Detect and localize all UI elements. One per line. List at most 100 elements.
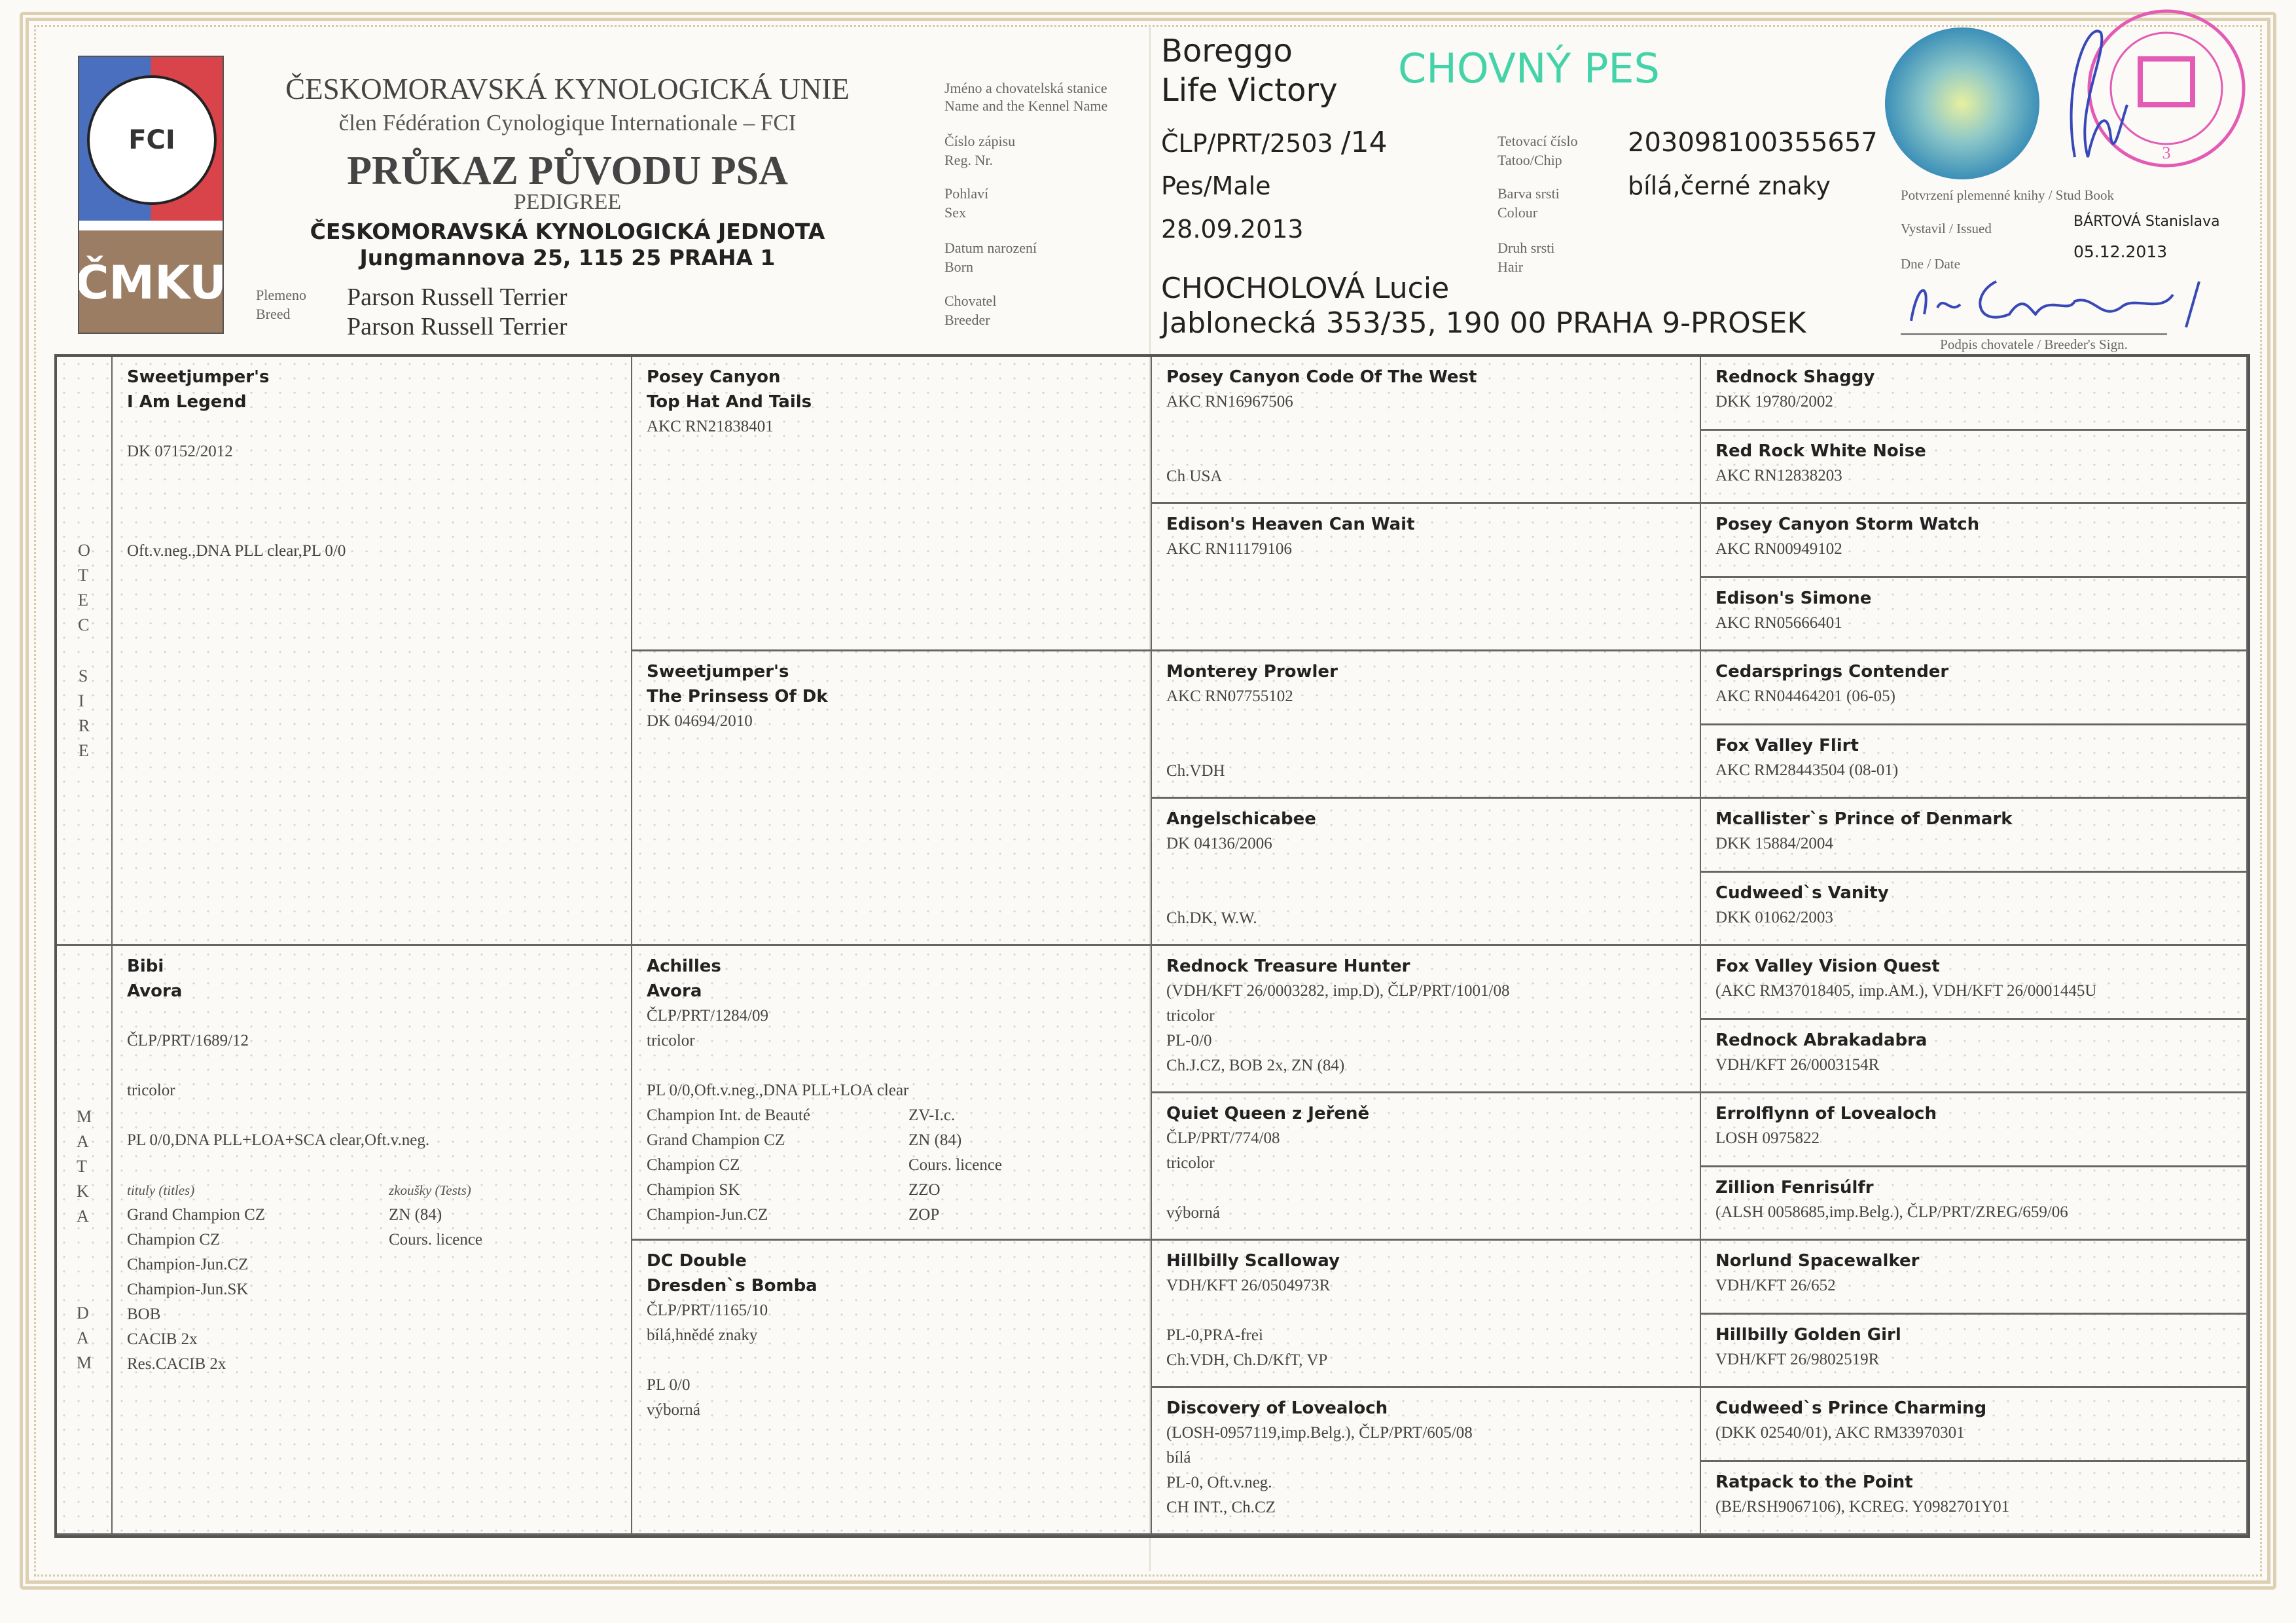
ancestor-detail: PL 0/0,Oft.v.neg.,DNA PLL+LOA clear xyxy=(647,1082,909,1099)
ancestor-detail: PL-0/0 xyxy=(1166,1032,1212,1049)
colour-value: bílá,černé znaky xyxy=(1628,172,1831,200)
ancestor-name: Edison's Heaven Can Wait xyxy=(1166,515,1415,534)
chip-label-en: Tatoo/Chip xyxy=(1498,152,1562,168)
ancestor-detail: Ch.VDH, Ch.D/KfT, VP xyxy=(1166,1351,1328,1369)
pedigree-cell-gen2: DC Double Dresden`s Bomba ČLP/PRT/1165/10 b… xyxy=(632,1241,1152,1535)
born-value: 28.09.2013 xyxy=(1161,215,1304,244)
ancestor-detail: ČLP/PRT/774/08 xyxy=(1166,1129,1280,1147)
ancestor-detail: Ch.VDH xyxy=(1166,762,1225,780)
ancestor-detail: AKC RN16967506 xyxy=(1166,393,1293,410)
titles-tests-header: tituly (titles) zkoušky (Tests) xyxy=(127,1178,617,1203)
breed-en: Parson Russell Terrier xyxy=(347,313,567,340)
ancestor-name: Top Hat And Tails xyxy=(647,392,812,412)
title: tituly (titles) xyxy=(127,1182,195,1198)
ancestor-detail xyxy=(647,1053,1136,1078)
test: ZN (84) xyxy=(389,1206,442,1224)
ancestor-name: Discovery of Lovealoch xyxy=(1166,1398,1388,1418)
ancestor-detail: DK 04694/2010 xyxy=(647,712,753,730)
ancestor-name: Edison's Simone xyxy=(1715,588,1872,608)
pedigree-cell-gen2: Sweetjumper's The Prinsess Of Dk DK 04694/… xyxy=(632,651,1152,946)
ancestor-detail: ČLP/PRT/1689/12 xyxy=(127,1032,249,1049)
ancestor-name: Posey Canyon Storm Watch xyxy=(1715,515,1980,534)
ancestor-name: Posey Canyon Code Of The West xyxy=(1166,367,1477,387)
pedigree-cell-gen4: Red Rock White Noise AKC RN12838203 xyxy=(1701,430,2248,504)
ancestor-name: Fox Valley Flirt xyxy=(1715,735,1859,756)
ancestor-detail: (LOSH-0957119,imp.Belg.), ČLP/PRT/605/08 xyxy=(1166,1424,1473,1442)
ancestor-name: Sweetjumper's xyxy=(647,662,789,682)
ancestor-name: Achilles xyxy=(647,957,721,976)
test: ZOP xyxy=(908,1206,940,1224)
dog-name-line1: Boreggo xyxy=(1161,33,1293,69)
signature-line xyxy=(1901,333,2167,335)
ancestor-name: Errolflynn of Lovealoch xyxy=(1715,1104,1937,1123)
org-name: ČESKOMORAVSKÁ KYNOLOGICKÁ UNIE xyxy=(285,73,850,105)
pedigree-cell-gen4: Errolflynn of Lovealoch LOSH 0975822 xyxy=(1701,1093,2248,1167)
title-test-row: Champion CZ Cours. licence xyxy=(647,1153,1136,1178)
ancestor-name: I Am Legend xyxy=(127,392,247,412)
stamp-icon xyxy=(2087,9,2246,168)
doc-title: PRŮKAZ PŮVODU PSA xyxy=(347,149,788,193)
ancestor-detail: AKC RN00949102 xyxy=(1715,540,1842,558)
test: ZV-I.c. xyxy=(908,1106,956,1124)
ancestor-detail: tricolor xyxy=(1166,1007,1215,1025)
ancestor-detail xyxy=(127,489,617,514)
ancestor-name: Rednock Shaggy xyxy=(1715,367,1875,387)
ancestor-detail: Ch USA xyxy=(1166,467,1223,485)
pedigree-cell-gen4: Cudweed`s Prince Charming (DKK 02540/01),… xyxy=(1701,1388,2248,1462)
ancestor-detail: PL-0,PRA-frei xyxy=(1166,1326,1263,1344)
ancestor-detail xyxy=(1166,856,1685,881)
ancestor-detail xyxy=(127,1053,617,1078)
fci-cmku-logo: FCI ČMKU xyxy=(78,56,224,334)
ancestor-detail xyxy=(1166,1298,1685,1323)
title-test-row: Champion-Jun.CZ ZOP xyxy=(647,1203,1136,1228)
ancestor-detail: VDH/KFT 26/0003154R xyxy=(1715,1055,1880,1074)
chip-value: 203098100355657 xyxy=(1628,128,1878,158)
breed-label-cz: Plemeno xyxy=(256,287,306,303)
issue-date: 05.12.2013 xyxy=(2073,242,2168,261)
name-label-en: Name and the Kennel Name xyxy=(944,98,1108,114)
title-test-row: Res.CACIB 2x xyxy=(127,1352,617,1377)
pedigree-cell-gen3: Quiet Queen z Jeřeně ČLP/PRT/774/08 tricol… xyxy=(1152,1093,1701,1241)
born-label-cz: Datum narození xyxy=(944,240,1037,256)
issued-label: Vystavil / Issued xyxy=(1901,221,1992,236)
ancestor-name: Rednock Abrakadabra xyxy=(1715,1030,1928,1050)
ancestor-name: Hillbilly Golden Girl xyxy=(1715,1324,1901,1345)
hologram-and-stamp: 3 xyxy=(1885,9,2246,179)
pedigree-cell-gen4: Rednock Shaggy DKK 19780/2002 xyxy=(1701,357,2248,431)
ancestor-detail xyxy=(127,1103,617,1128)
inner-border xyxy=(34,25,2262,1577)
ancestor-name: Norlund Spacewalker xyxy=(1715,1251,1920,1271)
title-test-row: Champion-Jun.CZ xyxy=(127,1252,617,1277)
born-label-en: Born xyxy=(944,259,973,275)
ancestor-detail: DKK 01062/2003 xyxy=(1715,908,1833,926)
title: Champion Int. de Beauté xyxy=(647,1106,810,1124)
chip-label-cz: Tetovací číslo xyxy=(1498,133,1578,149)
ancestor-name: Rednock Treasure Hunter xyxy=(1166,957,1410,976)
ancestor-detail: AKC RN05666401 xyxy=(1715,613,1842,632)
pedigree-cell-gen4: Rednock Abrakadabra VDH/KFT 26/0003154R xyxy=(1701,1019,2248,1093)
title-test-row: BOB xyxy=(127,1302,617,1327)
title-test-row: Champion SK ZZO xyxy=(647,1178,1136,1203)
fci-membership: člen Fédération Cynologique Internationa… xyxy=(338,110,797,136)
test: ZZO xyxy=(908,1181,941,1199)
ancestor-detail xyxy=(127,514,617,539)
ancestor-detail: VDH/KFT 26/0504973R xyxy=(1166,1277,1331,1294)
sex-value: Pes/Male xyxy=(1161,172,1271,200)
ancestor-name: Monterey Prowler xyxy=(1166,662,1338,682)
svg-text:3: 3 xyxy=(2162,143,2171,162)
colour-label-en: Colour xyxy=(1498,204,1538,221)
pedigree-cell-gen4: Ratpack to the Point (BE/RSH9067106), KCR… xyxy=(1701,1461,2248,1535)
title: Champion CZ xyxy=(127,1231,221,1249)
ancestor-detail: DKK 19780/2002 xyxy=(1715,393,1833,410)
ancestor-detail: DKK 15884/2004 xyxy=(1715,835,1833,852)
title: BOB xyxy=(127,1305,161,1323)
ancestor-name: Cudweed`s Vanity xyxy=(1715,883,1889,903)
title: Grand Champion CZ xyxy=(647,1131,785,1149)
title-test-row: Champion-Jun.SK xyxy=(127,1277,617,1302)
ancestor-detail: PL 0/0 xyxy=(647,1376,691,1394)
pedigree-cell-gen1: Sweetjumper's I Am Legend DK 07152/2012 Oft… xyxy=(113,357,632,946)
title: Res.CACIB 2x xyxy=(127,1355,226,1373)
name-label-cz: Jméno a chovatelská stanice xyxy=(944,80,1107,96)
